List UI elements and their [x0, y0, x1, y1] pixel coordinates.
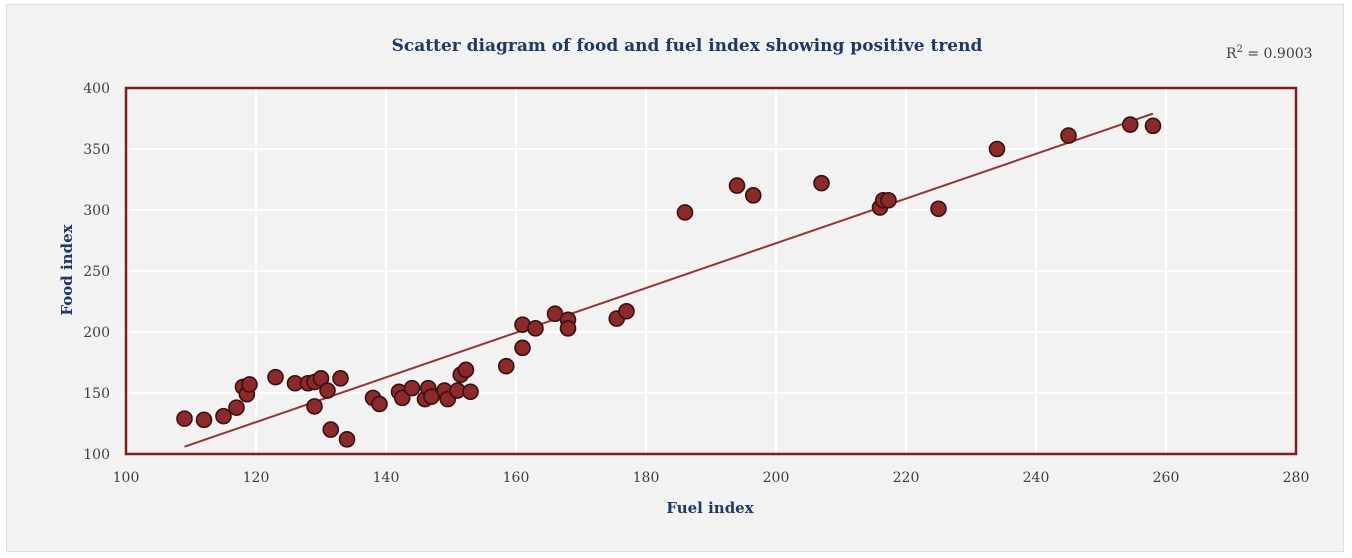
data-points [176, 116, 1162, 448]
data-point [880, 191, 897, 209]
data-point [403, 379, 421, 397]
trendline [184, 112, 1154, 448]
x-tick-labels: 100 120 140 160 180 200 220 240 260 280 [113, 470, 1310, 486]
data-point [514, 339, 531, 357]
r-squared-annotation: R2 = 0.9003 [1226, 44, 1313, 62]
data-point [371, 395, 388, 413]
data-point [215, 407, 232, 425]
data-point [267, 368, 284, 386]
trendline-group [184, 112, 1154, 448]
x-tick-label: 180 [633, 470, 660, 486]
y-tick-label: 400 [83, 81, 110, 97]
x-axis-title: Fuel index [666, 499, 754, 517]
data-point [332, 370, 349, 387]
r-squared-superscript: 2 [1237, 44, 1243, 55]
y-tick-label: 300 [83, 203, 110, 219]
x-tick-label: 140 [373, 470, 400, 486]
data-point [728, 177, 746, 194]
y-tick-labels: 100 150 200 250 300 350 400 [83, 81, 110, 463]
data-point [1144, 117, 1162, 135]
data-point [195, 411, 213, 429]
x-tick-label: 200 [763, 470, 790, 486]
data-point [322, 421, 340, 438]
y-tick-label: 150 [83, 386, 110, 402]
data-point [306, 398, 323, 415]
r-squared-prefix: R [1226, 46, 1237, 62]
x-tick-label: 100 [113, 470, 140, 486]
x-tick-label: 160 [503, 470, 530, 486]
data-point [559, 320, 577, 337]
x-tick-label: 120 [243, 470, 270, 486]
chart-title: Scatter diagram of food and fuel index s… [392, 36, 983, 56]
data-point [1060, 127, 1077, 144]
r-squared-value: = 0.9003 [1243, 46, 1313, 62]
data-point [462, 383, 479, 401]
y-tick-label: 200 [83, 325, 110, 341]
grid-lines [125, 87, 1297, 455]
x-tick-label: 220 [893, 470, 920, 486]
data-point [988, 140, 1006, 158]
y-tick-label: 250 [83, 264, 110, 280]
data-point [319, 382, 336, 399]
data-point [393, 389, 411, 407]
y-axis-title: Food index [58, 223, 76, 315]
data-point [618, 302, 635, 320]
data-point [241, 376, 258, 393]
data-point [176, 410, 193, 427]
data-point [813, 174, 830, 192]
plot-area-border [124, 86, 1298, 456]
y-tick-label: 350 [83, 142, 110, 158]
y-tick-label: 100 [83, 447, 110, 463]
data-point [744, 187, 762, 204]
data-point [228, 399, 245, 416]
data-point [338, 431, 356, 448]
data-point [930, 200, 947, 218]
x-tick-label: 240 [1023, 470, 1050, 486]
data-point [457, 361, 475, 379]
data-point [497, 357, 515, 375]
data-point [676, 204, 694, 221]
data-point [1121, 116, 1139, 133]
data-point [527, 320, 544, 337]
x-tick-label: 260 [1153, 470, 1180, 486]
x-tick-label: 280 [1283, 470, 1310, 486]
